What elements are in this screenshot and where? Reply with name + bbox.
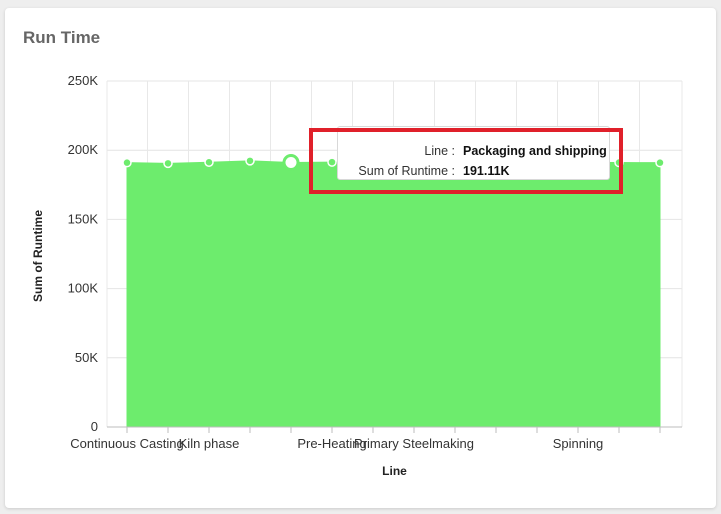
axes: 0 50K 100K 150K 200K 250K Continuous CastingKi…	[68, 73, 682, 451]
x-tick-label: Pre-Heating	[297, 436, 366, 451]
data-point[interactable]	[122, 157, 132, 168]
y-tick-label: 100K	[68, 281, 99, 296]
y-tick-label: 0	[91, 419, 98, 434]
area-fill[interactable]	[126, 160, 661, 428]
y-tick-label: 200K	[68, 142, 99, 157]
card-title: Run Time	[23, 28, 101, 47]
data-point-hovered[interactable]	[282, 154, 300, 172]
y-tick-label: 250K	[68, 73, 99, 88]
area-series[interactable]	[126, 160, 661, 428]
x-tick-label: Kiln phase	[179, 436, 240, 451]
x-axis-title: Line	[382, 464, 407, 478]
tooltip-line-value: Packaging and shipping	[463, 144, 607, 158]
tooltip-sum-key: Sum of Runtime :	[358, 164, 455, 178]
tooltip-highlight-box	[309, 128, 623, 194]
chart-tooltip: Line : Packaging and shipping Sum of Run…	[337, 126, 610, 180]
x-tick-label: Continuous Casting	[70, 436, 183, 451]
y-axis-title: Sum of Runtime	[31, 210, 45, 302]
data-point[interactable]	[327, 157, 337, 167]
data-point[interactable]	[655, 157, 665, 168]
x-tick-label: Primary Steelmaking	[354, 436, 474, 451]
data-point[interactable]	[245, 156, 255, 166]
data-point[interactable]	[163, 158, 173, 169]
data-point[interactable]	[204, 157, 214, 167]
tooltip-sum-value: 191.11K	[463, 164, 510, 178]
x-tick-label: Spinning	[553, 436, 604, 451]
y-tick-label: 50K	[75, 350, 98, 365]
tooltip-line-key: Line :	[424, 144, 455, 158]
y-tick-label: 150K	[68, 211, 99, 226]
